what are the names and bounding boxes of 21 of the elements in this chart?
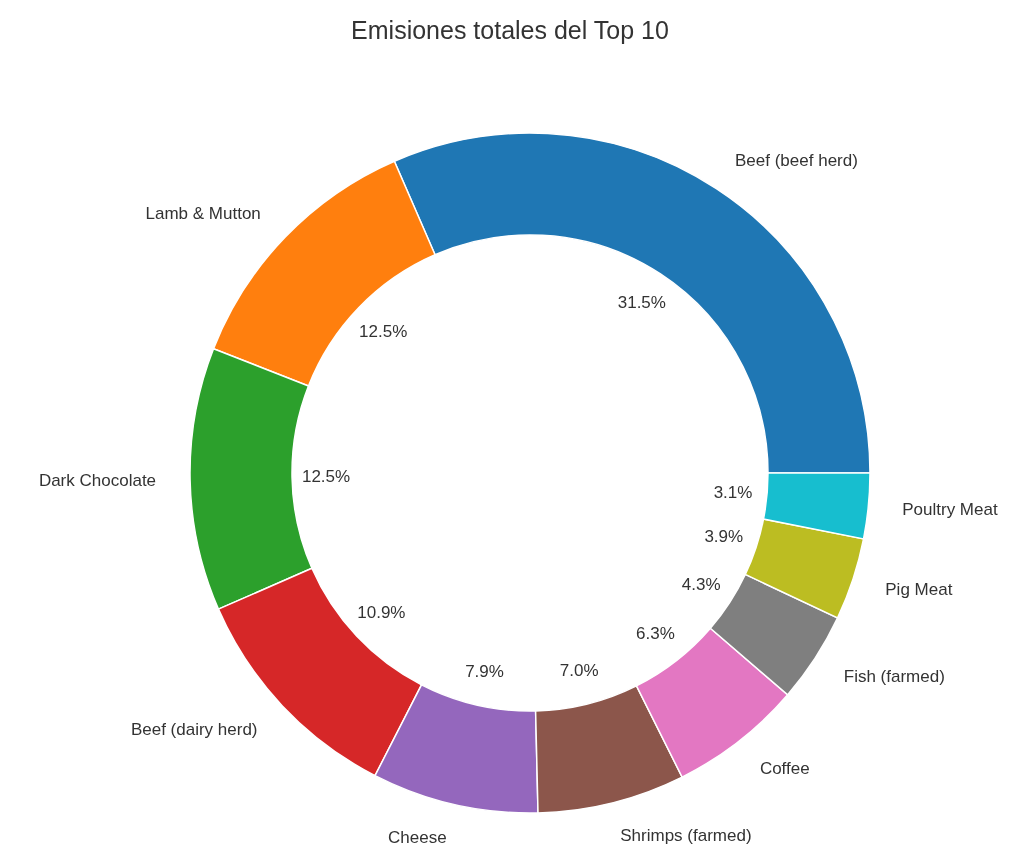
data-label: 12.5% bbox=[359, 321, 408, 341]
data-label: 3.1% bbox=[713, 483, 753, 503]
slice-label: Poultry Meat bbox=[902, 499, 998, 519]
slice-label: Lamb & Mutton bbox=[145, 203, 261, 223]
chart-title: Emisiones totales del Top 10 bbox=[350, 16, 670, 45]
data-label: 12.5% bbox=[301, 467, 351, 487]
slice-label: Dark Chocolate bbox=[38, 470, 157, 490]
slice-label: Beef (dairy herd) bbox=[130, 719, 258, 739]
data-label: 10.9% bbox=[357, 603, 406, 623]
slice-label: Coffee bbox=[759, 758, 810, 778]
slice-label: Fish (farmed) bbox=[843, 667, 945, 687]
data-label: 6.3% bbox=[636, 624, 675, 644]
data-label: 3.9% bbox=[704, 527, 744, 547]
slice-label: Beef (beef herd) bbox=[735, 150, 858, 170]
data-label: 31.5% bbox=[617, 292, 666, 312]
data-label: 7.0% bbox=[559, 661, 599, 681]
data-label: 7.9% bbox=[465, 662, 504, 682]
slice-label: Pig Meat bbox=[885, 580, 953, 600]
data-label: 4.3% bbox=[681, 574, 721, 594]
slice-label: Shrimps (farmed) bbox=[620, 826, 752, 846]
slice-label: Cheese bbox=[388, 828, 447, 848]
